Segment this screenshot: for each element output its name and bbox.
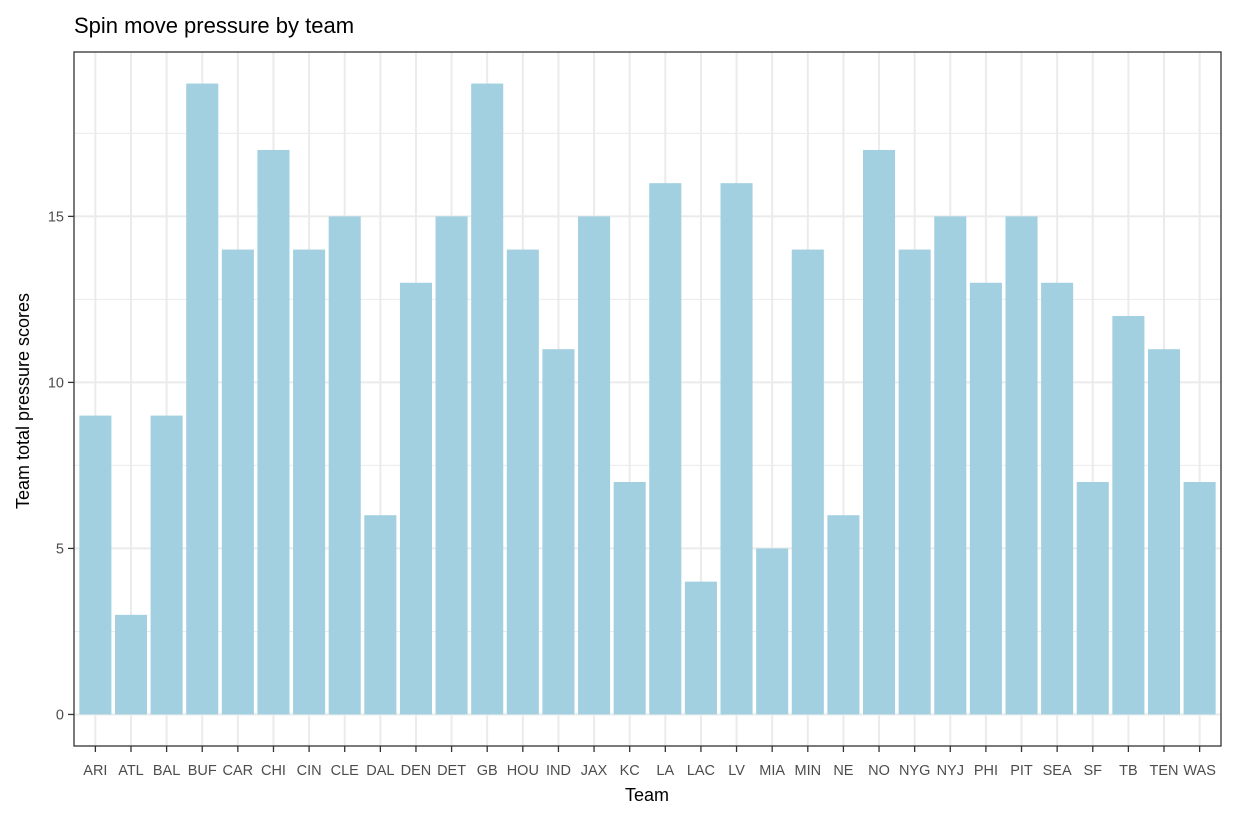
chart-title: Spin move pressure by team <box>74 13 354 38</box>
bar-tb <box>1112 315 1145 715</box>
bar-buf <box>186 83 219 715</box>
bar-cin <box>293 249 326 715</box>
bar-bal <box>150 415 183 715</box>
bar-ari <box>79 415 112 715</box>
x-tick-label: ARI <box>83 763 107 779</box>
x-tick-label: LAC <box>687 763 715 779</box>
bar-atl <box>114 614 148 715</box>
x-tick-label: CLE <box>331 763 360 779</box>
bar-car <box>221 249 254 715</box>
bar-gb <box>471 83 504 715</box>
x-tick-label: BUF <box>188 763 217 779</box>
x-tick-label: CAR <box>223 763 254 779</box>
y-tick-label: 0 <box>56 707 64 723</box>
x-axis: ARI ATL BAL BUF CAR CHI CIN CLE DAL DEN DET GB HOU IN… <box>83 746 1216 779</box>
bar-pit <box>1005 216 1038 715</box>
bar-min <box>791 249 824 715</box>
x-tick-label: IND <box>546 763 571 779</box>
x-tick-label: PHI <box>974 763 998 779</box>
x-tick-label: SF <box>1083 763 1102 779</box>
bar-nyg <box>898 249 931 715</box>
x-tick-label: DET <box>437 763 466 779</box>
bar-det <box>435 216 468 715</box>
x-tick-label: SEA <box>1043 763 1072 779</box>
bar-ne <box>827 515 860 715</box>
x-tick-label: GB <box>477 763 498 779</box>
bar-mia <box>756 548 789 715</box>
x-tick-label: ATL <box>118 763 144 779</box>
bar-lv <box>720 183 753 715</box>
x-tick-label: TEN <box>1150 763 1179 779</box>
y-tick-label: 5 <box>56 541 64 557</box>
x-tick-label: CIN <box>297 763 322 779</box>
bars <box>79 83 1216 715</box>
x-tick-label: NO <box>868 763 890 779</box>
x-tick-label: KC <box>620 763 640 779</box>
x-tick-label: LV <box>728 763 745 779</box>
bar-jax <box>578 216 611 715</box>
x-tick-label: WAS <box>1183 763 1216 779</box>
x-tick-label: NYG <box>899 763 930 779</box>
y-tick-label: 15 <box>48 209 64 225</box>
x-tick-label: DAL <box>366 763 394 779</box>
bar-no <box>863 149 896 715</box>
bar-la <box>649 183 682 715</box>
panel-border <box>73 51 1222 747</box>
x-tick-label: NYJ <box>937 763 964 779</box>
bar-kc <box>613 482 646 715</box>
y-tick-label: 10 <box>48 375 64 391</box>
bar-lac <box>684 581 717 715</box>
bar-sf <box>1076 482 1109 715</box>
bar-hou <box>506 249 539 715</box>
bar-den <box>399 282 432 715</box>
x-tick-label: BAL <box>153 763 180 779</box>
bar-ind <box>542 349 575 715</box>
x-tick-label: NE <box>833 763 853 779</box>
x-tick-label: MIA <box>759 763 785 779</box>
x-tick-label: LA <box>656 763 674 779</box>
bar-nyj <box>934 216 967 715</box>
bar-was <box>1183 482 1216 715</box>
x-tick-label: TB <box>1119 763 1138 779</box>
bar-phi <box>969 282 1002 715</box>
x-tick-label: DEN <box>401 763 432 779</box>
x-tick-label: PIT <box>1010 763 1033 779</box>
bar-dal <box>364 515 397 715</box>
y-axis-title: Team total pressure scores <box>13 293 33 509</box>
bar-cle <box>328 216 361 715</box>
y-axis: 0 5 10 15 <box>48 209 74 723</box>
x-tick-label: HOU <box>507 763 539 779</box>
x-axis-title: Team <box>625 785 669 805</box>
x-tick-label: MIN <box>794 763 821 779</box>
bar-chi <box>257 149 290 715</box>
bar-ten <box>1147 349 1181 715</box>
x-tick-label: JAX <box>581 763 608 779</box>
x-tick-label: CHI <box>261 763 286 779</box>
bar-sea <box>1041 282 1074 715</box>
